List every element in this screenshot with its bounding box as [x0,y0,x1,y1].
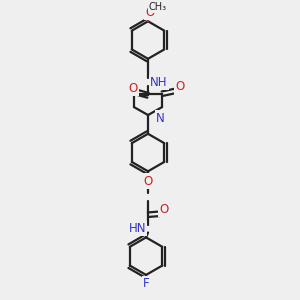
Text: F: F [143,277,149,290]
Text: O: O [175,80,184,93]
Text: O: O [146,6,154,19]
Text: O: O [159,203,168,216]
Text: O: O [129,82,138,95]
Text: N: N [156,112,165,124]
Text: O: O [143,175,153,188]
Text: NH: NH [150,76,167,89]
Text: HN: HN [129,222,146,235]
Text: CH₃: CH₃ [149,2,167,13]
